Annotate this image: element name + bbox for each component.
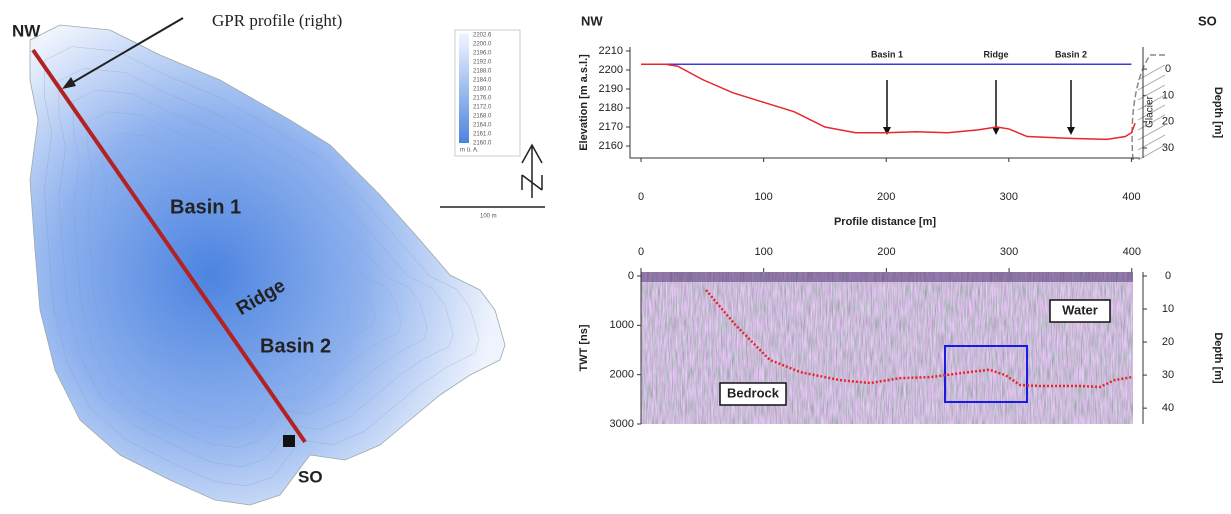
map-label: Basin 1	[170, 196, 241, 218]
y-tick-label: 2160	[599, 140, 623, 152]
y2-tick-label: 20	[1162, 116, 1174, 128]
y-tick-label: 2200	[599, 64, 623, 76]
legend-unit: m ü. A.	[460, 148, 479, 154]
legend-label: 2188.0	[473, 69, 492, 75]
y2-tick-label: 30	[1162, 369, 1174, 381]
legend-label: 2164.0	[473, 123, 492, 129]
x-tick-label: 0	[638, 191, 644, 203]
x-tick-label: 100	[754, 191, 772, 203]
annotation-arrow-head	[992, 127, 1000, 135]
legend-label: 2184.0	[473, 78, 492, 84]
contour	[44, 46, 480, 487]
axis-frame	[629, 47, 1140, 159]
map-label: NW	[12, 21, 41, 40]
y2-tick-label: 10	[1162, 303, 1174, 315]
x-tick-label: 400	[1123, 246, 1141, 258]
x-tick-label: 200	[877, 246, 895, 258]
arrow-head	[62, 77, 76, 89]
radargram-surface	[641, 272, 1133, 282]
data-line	[641, 63, 1136, 141]
contour	[87, 111, 402, 429]
annotation: Basin 1	[871, 49, 903, 59]
glacier-edge	[1131, 54, 1165, 161]
y2-tick-label: 20	[1162, 336, 1174, 348]
map-label: Basin 2	[260, 335, 331, 357]
x-tick-label: 0	[638, 246, 644, 258]
contour	[145, 198, 298, 353]
y-tick-label: 2170	[599, 121, 623, 133]
y2-tick-label: 0	[1165, 270, 1171, 282]
x-tick-label: 400	[1122, 191, 1140, 203]
y-tick-label: 2000	[610, 369, 634, 381]
corner-label: SO	[1198, 13, 1217, 28]
y-tick-label: 0	[628, 270, 634, 282]
y-tick-label: 2210	[599, 45, 623, 57]
contour	[131, 176, 324, 372]
legend-label: 2202.6	[473, 33, 492, 39]
y-axis-label: Elevation [m a.s.l.]	[578, 54, 590, 151]
annotation: Water	[1062, 302, 1098, 317]
x-tick-label: 100	[755, 246, 773, 258]
profile-line	[31, 48, 307, 444]
y-tick-label: 3000	[610, 418, 634, 430]
contour	[116, 154, 350, 391]
legend-label: 2176.0	[473, 96, 492, 102]
corner-label: NW	[581, 13, 603, 28]
legend-ramp	[459, 33, 469, 143]
x-tick-label: 300	[1000, 246, 1018, 258]
contour	[58, 68, 454, 467]
marker	[283, 435, 295, 447]
y2-tick-label: 40	[1162, 402, 1174, 414]
legend	[454, 29, 521, 157]
y-tick-label: 2180	[599, 102, 623, 114]
north-arrow	[521, 143, 543, 198]
y-tick-label: 1000	[610, 319, 634, 331]
legend-label: 2161.0	[473, 132, 492, 138]
y2-axis-label: Depth [m]	[1212, 332, 1224, 384]
y2-axis-label: Depth [m]	[1212, 87, 1224, 139]
scale-label: 100 m	[480, 214, 497, 220]
label-box	[1049, 299, 1111, 323]
x-tick-label: 300	[1000, 191, 1018, 203]
arrow	[69, 17, 184, 85]
legend-label: 2180.0	[473, 87, 492, 93]
y-tick-label: 2190	[599, 83, 623, 95]
contour	[159, 220, 272, 333]
y-axis-label: TWT [ns]	[578, 324, 590, 371]
legend-label: 2196.0	[473, 51, 492, 57]
x-tick-label: 200	[877, 191, 895, 203]
y2-tick-label: 10	[1162, 89, 1174, 101]
map-label: GPR profile (right)	[212, 11, 342, 30]
legend-label: 2192.0	[473, 60, 492, 66]
lake-map	[29, 24, 506, 506]
annotation: Bedrock	[727, 385, 780, 400]
contour	[102, 133, 376, 410]
annotation: Basin 2	[1055, 49, 1087, 59]
annotation: Ridge	[983, 49, 1008, 59]
contour	[73, 89, 428, 448]
legend-label: 2160.0	[473, 141, 492, 147]
label-box	[719, 382, 787, 406]
map-label: SO	[298, 467, 323, 486]
annotation-arrow-head	[883, 127, 891, 135]
legend-label: 2172.0	[473, 105, 492, 111]
data-line	[705, 289, 1132, 389]
x-axis-label: Profile distance [m]	[834, 216, 936, 228]
y2-tick-label: 0	[1165, 63, 1171, 75]
legend-label: 2200.0	[473, 42, 492, 48]
radargram-image	[641, 272, 1133, 424]
annotation-arrow-head	[1067, 127, 1075, 135]
legend-label: 2168.0	[473, 114, 492, 120]
glacier-label: Glacier	[1145, 95, 1156, 127]
axis-frame	[640, 47, 1144, 424]
y2-tick-label: 30	[1162, 142, 1174, 154]
